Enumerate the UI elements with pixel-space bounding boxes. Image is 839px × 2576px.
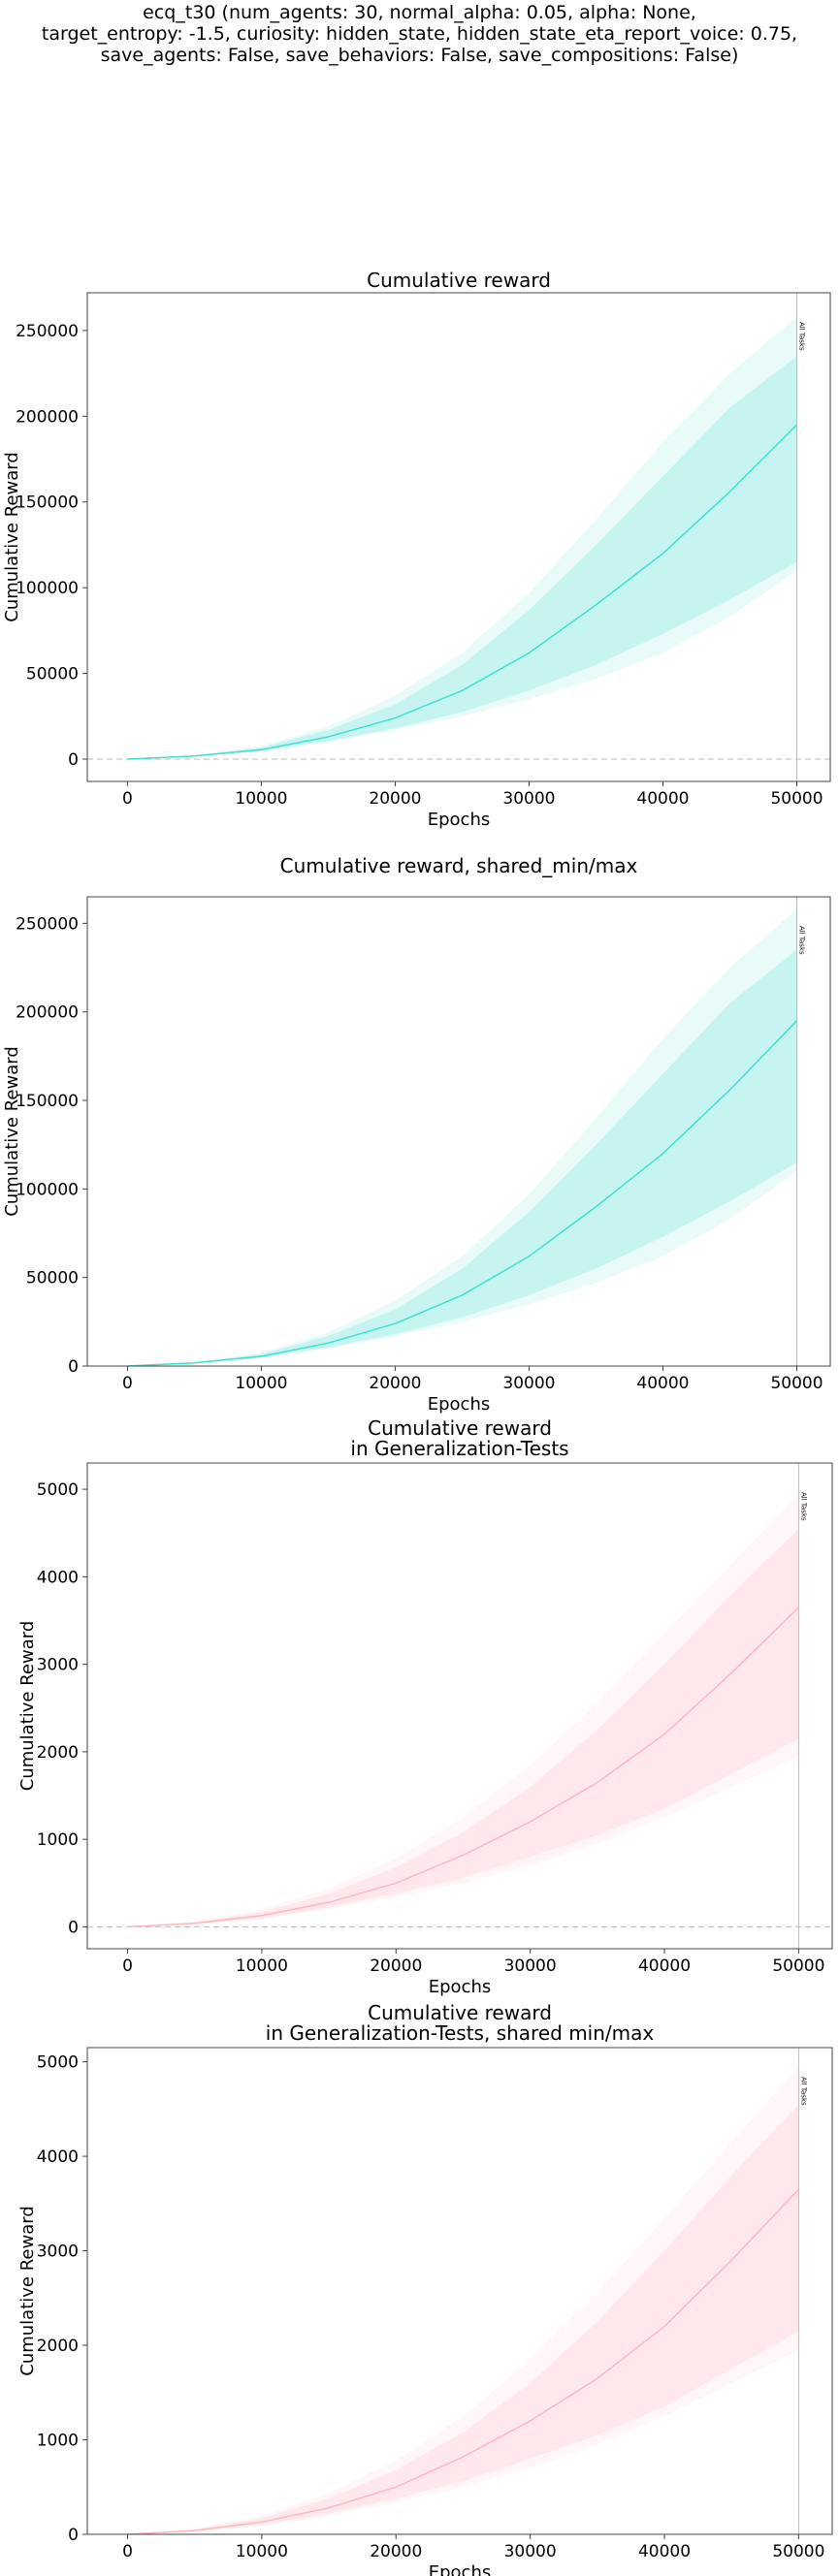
x-tick-label: 20000 [369,1374,421,1393]
y-axis-label: Cumulative Reward [2,452,22,622]
y-tick-label: 200000 [16,1003,79,1023]
x-tick-label: 10000 [236,2542,288,2561]
chart-title: Cumulative reward [368,1416,552,1440]
plot-frame [86,292,831,782]
x-tick-label: 0 [122,1374,133,1393]
y-tick-label: 3000 [37,1656,79,1675]
y-tick-label: 50000 [26,665,79,684]
figure-suptitle: ecq_t30 (num_agents: 30, normal_alpha: 0… [0,2,839,66]
outer-band [127,1493,799,1927]
y-tick-label: 4000 [37,2147,79,2167]
y-tick-label: 100000 [16,579,79,598]
x-tick-label: 0 [122,789,133,809]
x-tick-label: 0 [122,2542,133,2561]
inner-band [127,949,797,1366]
x-tick-label: 10000 [236,1956,288,1976]
x-tick-label: 20000 [369,789,421,809]
x-axis-label: Epochs [428,810,491,830]
mean-line [127,424,798,760]
y-axis-label: Cumulative Reward [17,2206,38,2376]
y-tick-label: 3000 [37,2242,79,2262]
y-tick-label: 5000 [37,1480,79,1500]
plot-frame [86,2047,833,2535]
suptitle-line-1: ecq_t30 (num_agents: 30, normal_alpha: 0… [143,2,696,23]
y-tick-label: 2000 [37,1743,79,1763]
chart-panel-2: Cumulative reward, shared_min/max All Tas… [2,854,831,1415]
inner-band [127,2104,799,2534]
x-tick-label: 10000 [235,1374,287,1393]
x-tick-label: 20000 [370,2542,422,2561]
chart-title: Cumulative reward [368,2001,552,2024]
outer-band [127,316,797,759]
mean-line [127,2188,799,2535]
y-tick-label: 1000 [37,2432,79,2451]
x-tick-label: 0 [122,1956,133,1976]
y-tick-label: 0 [68,1357,79,1377]
inner-band [127,356,797,759]
y-tick-label: 5000 [37,2053,79,2073]
y-tick-label: 0 [68,2526,79,2545]
task-marker-label: All Tasks [799,1492,807,1521]
chart-title: Cumulative reward, shared_min/max [280,854,638,877]
y-tick-label: 0 [68,1918,79,1937]
y-tick-label: 0 [68,750,79,770]
x-tick-label: 40000 [638,1956,691,1976]
x-tick-label: 30000 [502,789,555,809]
outer-band [127,908,797,1366]
x-tick-label: 30000 [502,1374,555,1393]
x-tick-label: 30000 [504,1956,557,1976]
x-tick-label: 20000 [370,1956,422,1976]
mean-line [127,1020,798,1367]
y-tick-label: 150000 [16,1092,79,1111]
suptitle-line-2: target_entropy: -1.5, curiosity: hidden_… [41,23,798,45]
chart-title: Cumulative reward [367,269,551,292]
chart-panel-1: Cumulative reward All Tasks 0 10000 20000 300… [2,269,831,830]
x-tick-label: 10000 [235,789,287,809]
y-tick-label: 1000 [37,1830,79,1850]
x-tick-label: 40000 [636,789,689,809]
y-tick-label: 2000 [37,2337,79,2356]
x-tick-label: 30000 [504,2542,557,2561]
x-tick-label: 50000 [770,1374,823,1393]
x-axis-label: Epochs [429,2562,492,2576]
chart-title: in Generalization-Tests, shared min/max [266,2021,655,2045]
outer-band [127,2066,799,2534]
x-tick-label: 40000 [638,2542,691,2561]
x-tick-label: 50000 [772,1956,824,1976]
y-axis-label: Cumulative Reward [2,1046,22,1217]
x-axis-label: Epochs [428,1394,491,1415]
task-marker-label: All Tasks [797,322,805,351]
y-axis-label: Cumulative Reward [17,1621,38,1792]
y-tick-label: 100000 [16,1180,79,1199]
y-tick-label: 250000 [16,914,79,934]
x-axis-label: Epochs [429,1977,492,1997]
x-tick-label: 50000 [772,2542,824,2561]
task-marker-label: All Tasks [797,926,805,955]
y-tick-label: 4000 [37,1568,79,1587]
chart-title: in Generalization-Tests [350,1437,568,1460]
x-tick-label: 40000 [636,1374,689,1393]
y-tick-label: 150000 [16,493,79,513]
x-tick-label: 50000 [770,789,823,809]
plot-frame [86,1462,833,1950]
y-tick-label: 250000 [16,322,79,341]
plot-frame [86,896,831,1367]
inner-band [127,1528,799,1927]
y-tick-label: 50000 [26,1269,79,1288]
task-marker-label: All Tasks [799,2077,807,2106]
mean-line [127,1606,799,1928]
y-tick-label: 200000 [16,407,79,427]
suptitle-line-3: save_agents: False, save_behaviors: Fals… [100,45,739,66]
